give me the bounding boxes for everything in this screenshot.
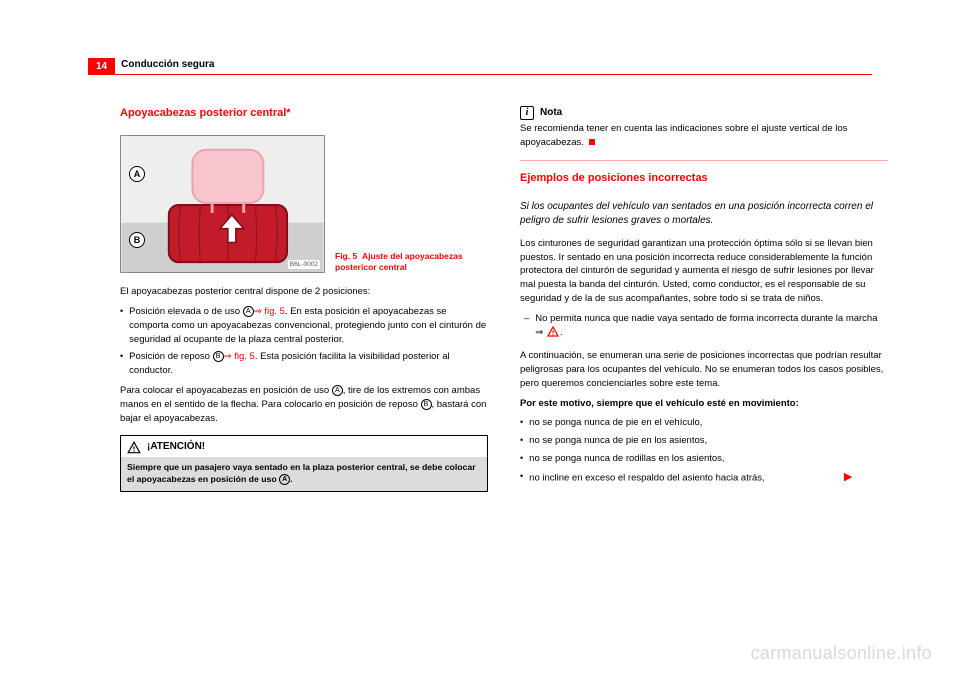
- dash-icon: –: [524, 312, 529, 340]
- bullet-item: • no incline en exceso el respaldo del as…: [520, 470, 888, 486]
- figure-row: A B B6L-0002 Fig. 5 Ajuste del apoyacabe…: [120, 135, 488, 273]
- note-text: Se recomienda tener en cuenta las indica…: [520, 122, 888, 150]
- warning-box: ¡ATENCIÓN! Siempre que un pasajero vaya …: [120, 435, 488, 492]
- figure-ref: ⇒ fig. 5: [254, 306, 285, 317]
- right-bullets: • no se ponga nunca de pie en el vehículo…: [520, 416, 888, 485]
- right-lead: Por este motivo, siempre que el vehículo…: [520, 397, 888, 411]
- text: Posición de reposo: [129, 351, 212, 362]
- dash-item: – No permita nunca que nadie vaya sentad…: [524, 312, 888, 340]
- warning-title: ¡ATENCIÓN!: [147, 440, 205, 455]
- bullet-text: no se ponga nunca de rodillas en los asi…: [529, 452, 724, 466]
- bullet-item: • no se ponga nunca de pie en los asiento…: [520, 434, 888, 448]
- bullet-text: Posición de reposo B⇒ fig. 5. Esta posic…: [129, 350, 488, 378]
- continue-arrow-icon: ▶: [844, 471, 852, 483]
- end-square-icon: [589, 139, 595, 145]
- circle-label-a: A: [243, 306, 254, 317]
- bullet-item: • no se ponga nunca de pie en el vehículo…: [520, 416, 888, 430]
- bullet-text: no incline en exceso el respaldo del asi…: [529, 470, 852, 486]
- info-icon: i: [520, 106, 534, 120]
- bullet-item: • Posición elevada o de uso A⇒ fig. 5. E…: [120, 305, 488, 346]
- text: .: [560, 327, 563, 338]
- bullet-icon: •: [520, 416, 523, 430]
- note-body: Se recomienda tener en cuenta las indica…: [520, 122, 888, 150]
- text: No permita nunca que nadie vaya sentado …: [535, 313, 877, 338]
- figure-svg: [121, 136, 324, 272]
- page-number: 14: [88, 58, 115, 75]
- left-column: Apoyacabezas posterior central*: [120, 106, 488, 492]
- bullet-icon: •: [120, 350, 123, 378]
- circle-label-b: B: [213, 351, 224, 362]
- section-title: Conducción segura: [115, 56, 220, 73]
- watermark: carmanualsonline.info: [751, 643, 932, 664]
- note-title: Nota: [540, 106, 562, 120]
- page-header: 14Conducción segura: [88, 56, 872, 74]
- warning-icon: [127, 441, 141, 455]
- warning-body: Siempre que un pasajero vaya sentado en …: [121, 457, 487, 491]
- right-para2: A continuación, se enumeran una serie de…: [520, 349, 888, 390]
- bullet-item: • Posición de reposo B⇒ fig. 5. Esta pos…: [120, 350, 488, 378]
- figure-code: B6L-0002: [288, 260, 320, 269]
- warning-icon: [546, 326, 560, 338]
- circle-label-a: A: [332, 385, 343, 396]
- right-intro: Si los ocupantes del vehículo van sentad…: [520, 200, 888, 229]
- bullet-icon: •: [520, 452, 523, 466]
- bullet-icon: •: [120, 305, 123, 346]
- circle-label-b: B: [421, 399, 432, 410]
- manual-page: 14Conducción segura Apoyacabezas posteri…: [0, 0, 960, 678]
- figure-caption: Fig. 5 Ajuste del apoyacabezas posterico…: [335, 251, 465, 273]
- figure-5: A B B6L-0002: [120, 135, 325, 273]
- right-column: i Nota Se recomienda tener en cuenta las…: [520, 106, 888, 492]
- bullet-icon: •: [520, 434, 523, 448]
- header-rule: [88, 74, 872, 75]
- circle-label-a: A: [279, 474, 290, 485]
- dash-text: No permita nunca que nadie vaya sentado …: [535, 312, 888, 340]
- text: Siempre que un pasajero vaya sentado en …: [127, 462, 476, 484]
- text: Posición elevada o de uso: [129, 306, 243, 317]
- left-body: El apoyacabezas posterior central dispon…: [120, 285, 488, 492]
- bullet-text: Posición elevada o de uso A⇒ fig. 5. En …: [129, 305, 488, 346]
- bullet-item: • no se ponga nunca de rodillas en los as…: [520, 452, 888, 466]
- text: no incline en exceso el respaldo del asi…: [529, 472, 765, 483]
- content-columns: Apoyacabezas posterior central*: [120, 106, 890, 492]
- right-para1: Los cinturones de seguridad garantizan u…: [520, 237, 888, 306]
- left-para2: Para colocar el apoyacabezas en posición…: [120, 384, 488, 425]
- text: Para colocar el apoyacabezas en posición…: [120, 385, 332, 396]
- left-title: Apoyacabezas posterior central*: [120, 106, 488, 121]
- text: Se recomienda tener en cuenta las indica…: [520, 123, 847, 148]
- right-body: Los cinturones de seguridad garantizan u…: [520, 237, 888, 486]
- figure-ref: ⇒ fig. 5: [224, 351, 255, 362]
- text: .: [290, 474, 292, 484]
- left-intro: El apoyacabezas posterior central dispon…: [120, 285, 488, 299]
- bullet-text: no se ponga nunca de pie en el vehículo,: [529, 416, 702, 430]
- note-head: i Nota: [520, 106, 888, 120]
- left-bullets: • Posición elevada o de uso A⇒ fig. 5. E…: [120, 305, 488, 378]
- bullet-text: no se ponga nunca de pie en los asientos…: [529, 434, 707, 448]
- right-title: Ejemplos de posiciones incorrectas: [520, 171, 888, 186]
- bullet-icon: •: [520, 470, 523, 486]
- figure-caption-prefix: Fig. 5: [335, 251, 357, 261]
- warning-head: ¡ATENCIÓN!: [121, 436, 487, 457]
- thin-separator: [520, 160, 888, 161]
